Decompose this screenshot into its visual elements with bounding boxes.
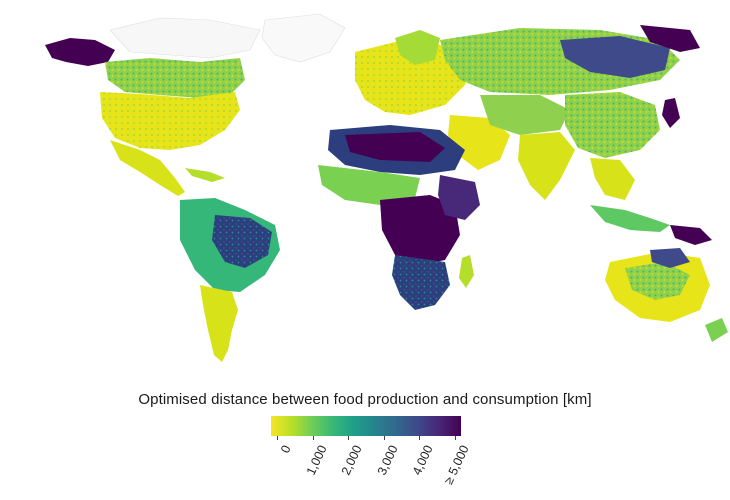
madagascar bbox=[459, 255, 474, 288]
mexico-region bbox=[110, 140, 185, 196]
southeast-asia bbox=[590, 158, 635, 200]
west-africa bbox=[318, 165, 420, 205]
southern-africa bbox=[392, 255, 450, 310]
legend-tick-mark bbox=[277, 436, 278, 440]
india-region bbox=[518, 132, 575, 200]
japan bbox=[662, 98, 680, 128]
legend-tick-mark bbox=[312, 436, 314, 440]
canada-region bbox=[105, 58, 245, 98]
amazon-dark bbox=[212, 215, 272, 268]
legend-tick-label: 4,000 bbox=[410, 443, 437, 478]
siberia-dark bbox=[560, 36, 670, 78]
legend-tick-label: 0 bbox=[278, 443, 294, 456]
legend-tick-mark bbox=[419, 436, 421, 440]
russia-far-east bbox=[640, 25, 700, 52]
europe-region bbox=[355, 42, 470, 115]
legend-title: Optimised distance between food producti… bbox=[138, 391, 592, 408]
legend-tick-label: 1,000 bbox=[303, 443, 330, 478]
central-asia bbox=[480, 95, 570, 135]
australia-interior bbox=[625, 262, 690, 300]
canada-arctic bbox=[109, 17, 261, 59]
papua-region bbox=[670, 225, 712, 245]
central-africa bbox=[380, 195, 460, 265]
south-america-south bbox=[200, 285, 238, 362]
middle-east bbox=[448, 115, 510, 170]
sahara-speckle bbox=[345, 132, 445, 162]
legend-tick-label: 2,000 bbox=[338, 443, 365, 478]
legend-tick-mark bbox=[383, 436, 385, 440]
legend-tick-label: ≥ 5,000 bbox=[441, 443, 472, 487]
legend-tick-label: 3,000 bbox=[374, 443, 401, 478]
legend-tick-mark bbox=[348, 436, 350, 440]
caribbean-region bbox=[185, 168, 225, 182]
scandinavia bbox=[395, 30, 440, 65]
alaska-region bbox=[45, 38, 115, 66]
legend-tick-mark bbox=[455, 436, 456, 440]
indonesia bbox=[590, 205, 670, 232]
china-region bbox=[565, 92, 660, 158]
east-africa bbox=[438, 175, 480, 220]
world-map bbox=[45, 13, 728, 362]
australia-north-dark bbox=[650, 248, 690, 268]
usa-region bbox=[100, 92, 240, 150]
new-zealand bbox=[705, 318, 728, 342]
greenland bbox=[261, 13, 346, 63]
legend-colorbar bbox=[271, 416, 461, 436]
